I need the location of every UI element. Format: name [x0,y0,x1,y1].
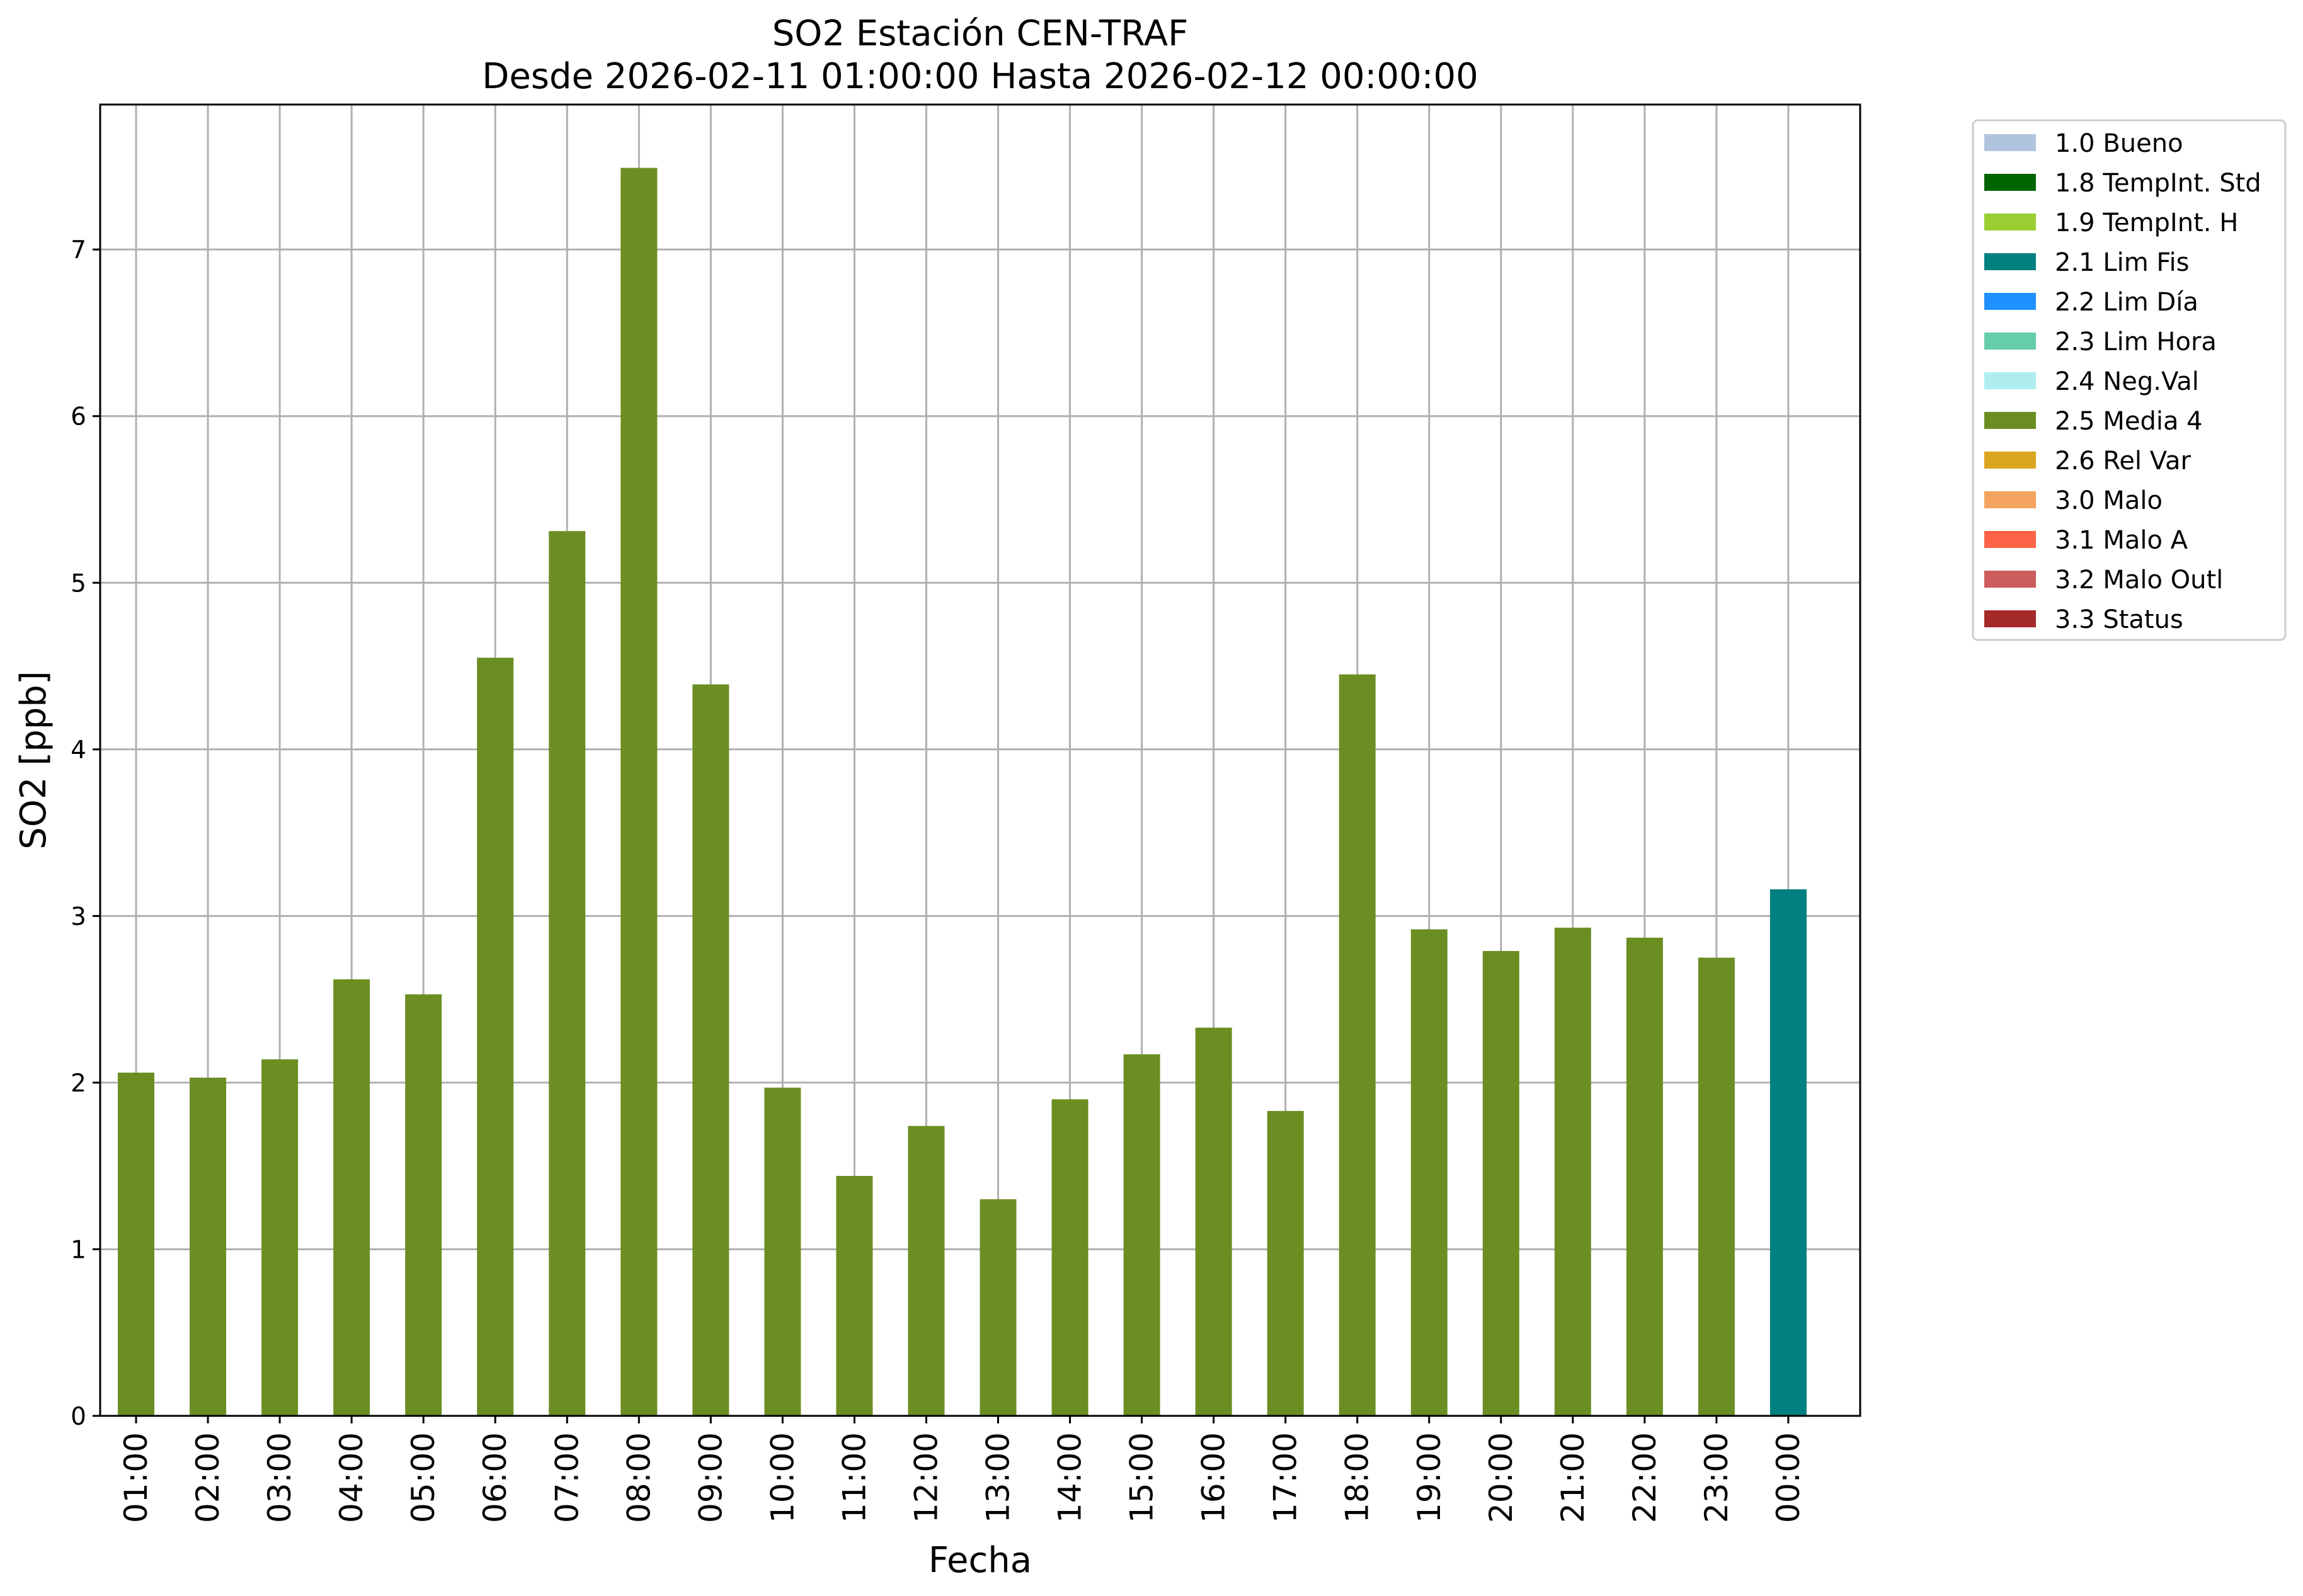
x-tick-label: 12:00 [908,1432,944,1523]
legend-label: 3.3 Status [2055,605,2183,634]
y-tick-label: 3 [71,903,86,931]
legend-frame [1972,119,2287,641]
x-tick-label: 09:00 [692,1432,729,1523]
x-tick-label: 16:00 [1196,1432,1232,1523]
legend-swatch [1984,491,2036,508]
x-tick-label: 19:00 [1411,1432,1448,1523]
y-axis-ticks: 0 1 2 3 4 5 6 7 [71,236,100,1431]
bar-1000 [764,1087,801,1416]
y-tick-label: 1 [71,1236,86,1264]
bars [118,168,1807,1416]
bar-1100 [836,1176,873,1416]
bar-1400 [1051,1099,1089,1416]
bar-0900 [692,684,729,1416]
legend-label: 2.4 Neg.Val [2055,367,2199,396]
y-tick-label: 4 [71,736,86,765]
x-axis-label: Fecha [929,1540,1032,1581]
bar-0800 [620,168,658,1416]
legend-label: 3.1 Malo A [2055,526,2188,555]
x-tick-label: 00:00 [1770,1432,1807,1523]
y-tick-label: 5 [71,569,86,598]
legend-label: 3.2 Malo Outl [2055,566,2223,595]
x-tick-label: 08:00 [620,1432,657,1523]
legend-swatch [1984,253,2036,270]
legend-swatch [1984,174,2036,191]
bar-1200 [908,1126,945,1416]
x-tick-label: 03:00 [261,1432,298,1523]
x-tick-label: 04:00 [333,1432,370,1523]
bar-2000 [1482,950,1519,1416]
bar-0200 [190,1077,227,1416]
x-tick-label: 11:00 [836,1432,872,1523]
x-tick-label: 23:00 [1698,1432,1735,1523]
plot-frame [99,103,1861,1417]
bar-1900 [1410,929,1448,1416]
legend-label: 2.1 Lim Fis [2055,248,2189,277]
bar-0700 [549,531,586,1416]
legend: 1.0 Bueno 1.8 TempInt. Std 1.9 TempInt. H 2… [1972,119,2287,641]
x-tick-label: 17:00 [1267,1432,1304,1523]
bar-0600 [477,658,514,1416]
legend-swatch [1984,452,2036,469]
x-tick-label: 05:00 [405,1432,442,1523]
x-tick-label: 14:00 [1052,1432,1089,1523]
bar-2200 [1626,937,1663,1416]
legend-swatch [1984,134,2036,151]
y-tick-label: 7 [71,236,86,265]
bar-2300 [1698,957,1735,1416]
y-tick-label: 0 [71,1403,86,1431]
legend-label: 2.5 Media 4 [2055,407,2203,436]
x-tick-label: 10:00 [764,1432,801,1523]
legend-swatch [1984,214,2036,231]
legend-swatch [1984,610,2036,627]
x-tick-label: 01:00 [118,1432,154,1523]
legend-label: 2.3 Lim Hora [2055,328,2217,356]
x-tick-label: 21:00 [1555,1432,1591,1523]
x-tick-label: 18:00 [1339,1432,1376,1523]
chart-subtitle: Desde 2026-02-11 01:00:00 Hasta 2026-02-… [482,56,1478,97]
chart-title: SO2 Estación CEN-TRAF [772,13,1189,54]
legend-label: 1.8 TempInt. Std [2055,169,2261,198]
x-axis-ticks: 01:00 02:00 03:00 04:00 05:00 06:00 07:00 08:00… [118,1416,1807,1523]
y-tick-label: 2 [71,1069,86,1098]
legend-label: 1.9 TempInt. H [2055,208,2238,237]
x-tick-label: 22:00 [1626,1432,1663,1523]
legend-swatch [1984,412,2036,429]
legend-label: 2.6 Rel Var [2055,447,2192,476]
x-tick-label: 06:00 [477,1432,513,1523]
bar-1700 [1267,1110,1304,1416]
x-tick-label: 07:00 [549,1432,585,1523]
bar-0500 [405,994,442,1416]
bar-1300 [980,1199,1017,1416]
bar-1800 [1339,674,1376,1416]
bar-0400 [333,979,370,1416]
bar-0000 [1769,889,1807,1416]
x-tick-label: 13:00 [980,1432,1017,1523]
bar-2100 [1554,927,1591,1416]
bar-0300 [261,1059,299,1416]
legend-swatch [1984,571,2036,588]
legend-swatch [1984,333,2036,350]
x-tick-label: 15:00 [1124,1432,1160,1523]
x-tick-label: 02:00 [190,1432,226,1523]
x-tick-label: 20:00 [1483,1432,1519,1523]
y-tick-label: 6 [71,403,86,431]
legend-label: 2.2 Lim Día [2055,288,2198,317]
bar-1500 [1123,1054,1160,1416]
legend-swatch [1984,293,2036,310]
y-axis-label: SO2 [ppb] [13,671,54,849]
bar-0100 [118,1073,155,1416]
bar-1600 [1195,1027,1232,1416]
legend-label: 3.0 Malo [2055,486,2163,515]
legend-swatch [1984,372,2036,389]
legend-swatch [1984,531,2036,548]
legend-label: 1.0 Bueno [2055,129,2183,158]
